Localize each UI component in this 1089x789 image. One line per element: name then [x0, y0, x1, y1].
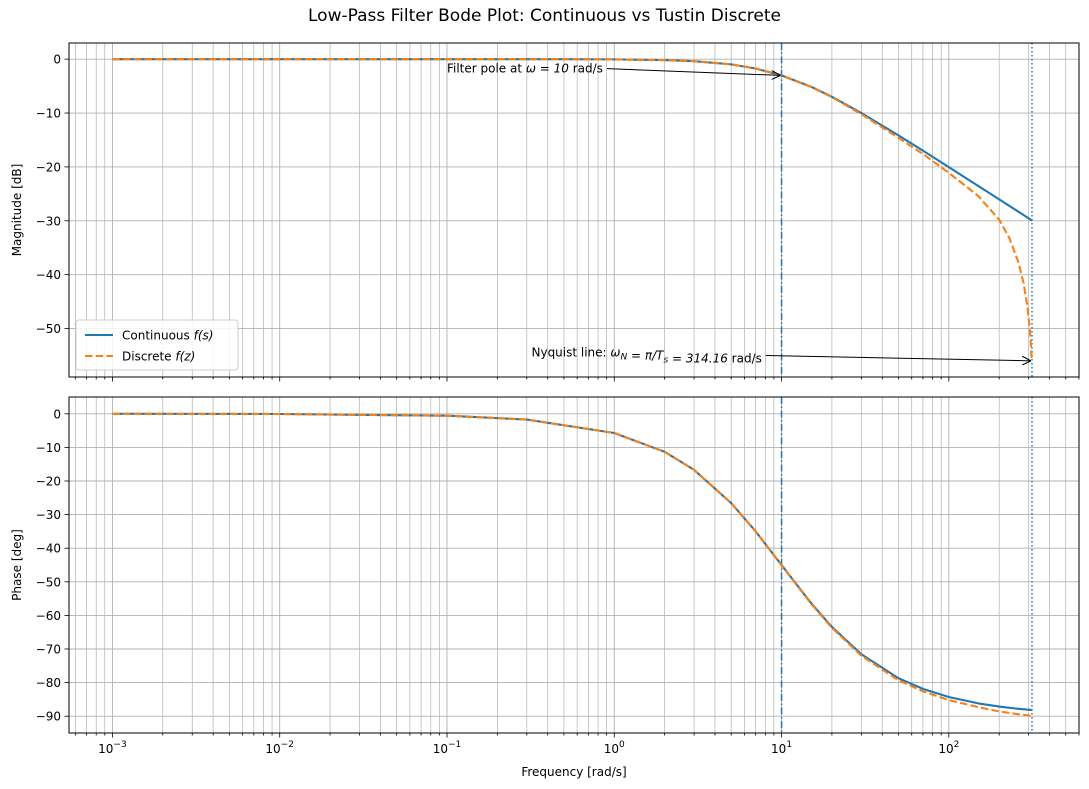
- x-tick-label: 100: [604, 740, 625, 756]
- y-tick-label: −10: [36, 441, 61, 455]
- y-tick-label: −50: [36, 575, 61, 589]
- y-tick-label: 0: [53, 53, 61, 67]
- phase-series: [112, 412, 1033, 718]
- y-tick-label: −50: [36, 322, 61, 336]
- y-tick-label: −30: [36, 214, 61, 228]
- y-tick-label: −20: [36, 160, 61, 174]
- nyquist-annotation: Nyquist line: ωN = π/Ts = 314.16 rad/s: [531, 346, 761, 366]
- x-axis-label: Frequency [rad/s]: [521, 765, 626, 779]
- y-tick-label: −70: [36, 643, 61, 657]
- y-tick-label: −90: [36, 710, 61, 724]
- magnitude-series: [112, 58, 1033, 361]
- nyquist-annotation-arrow: [765, 355, 1031, 361]
- magnitude-panel: 0 −10 −20 −30 −40 −50 Magnitude [dB] Filter pol…: [10, 42, 1080, 382]
- x-tick-label: 10−1: [433, 740, 462, 756]
- phase-grid: [69, 397, 1079, 733]
- legend: Continuous f(s) Discrete f(z): [75, 319, 239, 371]
- y-tick-label: −30: [36, 508, 61, 522]
- phase-panel: 10−3 10−2 10−1 100 101 102 0 −10 −20 −30 −40 −50 −60…: [10, 396, 1080, 779]
- y-tick-label: −60: [36, 609, 61, 623]
- magnitude-y-axis-label: Magnitude [dB]: [10, 164, 24, 257]
- magnitude-frame: [68, 42, 1080, 378]
- legend-label-continuous: Continuous f(s): [122, 329, 213, 343]
- discrete-phase-line: [112, 412, 1032, 718]
- continuous-magnitude-line: [112, 58, 1033, 222]
- y-tick-label: 0: [53, 407, 61, 421]
- figure-title: Low-Pass Filter Bode Plot: Continuous vs…: [308, 6, 781, 26]
- y-tick-label: −10: [36, 107, 61, 121]
- x-tick-label: 10−3: [98, 740, 127, 756]
- y-tick-label: −80: [36, 676, 61, 690]
- pole-annotation-arrow: [606, 68, 781, 76]
- magnitude-grid: [69, 43, 1079, 377]
- y-tick-label: −40: [36, 542, 61, 556]
- x-tick-label: 102: [938, 740, 959, 756]
- x-tick-label: 101: [771, 740, 792, 756]
- x-tick-label: 10−2: [265, 740, 294, 756]
- legend-label-discrete: Discrete f(z): [122, 350, 195, 364]
- continuous-phase-line: [112, 412, 1033, 712]
- phase-frame: [68, 396, 1080, 734]
- y-tick-label: −40: [36, 268, 61, 282]
- pole-annotation: Filter pole at ω = 10 rad/s: [447, 62, 603, 76]
- legend-box: [75, 319, 239, 371]
- phase-y-axis-label: Phase [deg]: [10, 529, 24, 601]
- discrete-magnitude-line: [112, 58, 1033, 361]
- y-tick-label: −20: [36, 475, 61, 489]
